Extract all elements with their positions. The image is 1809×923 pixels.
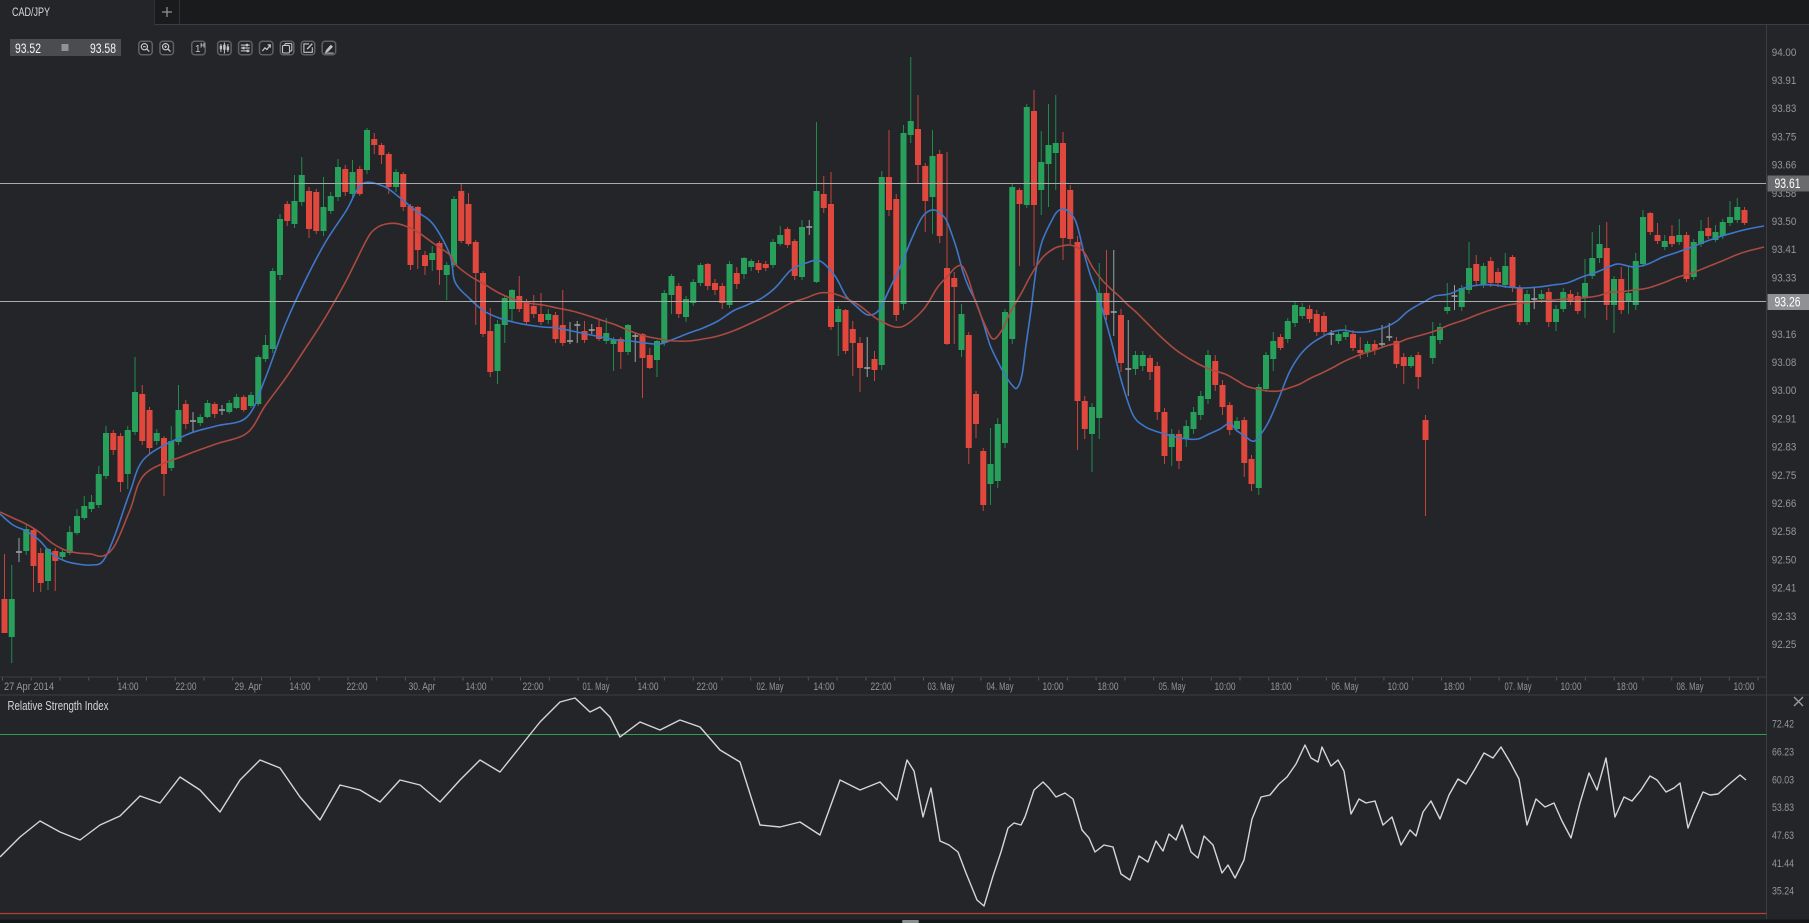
svg-text:92.83: 92.83 bbox=[1772, 442, 1797, 454]
svg-text:93.50: 93.50 bbox=[1772, 216, 1797, 228]
svg-text:92.58: 92.58 bbox=[1772, 526, 1797, 538]
svg-text:10:00: 10:00 bbox=[1561, 681, 1582, 693]
svg-text:30. Apr: 30. Apr bbox=[409, 681, 436, 693]
svg-text:92.66: 92.66 bbox=[1772, 498, 1797, 510]
svg-text:14:00: 14:00 bbox=[814, 681, 835, 693]
svg-text:10:00: 10:00 bbox=[1734, 681, 1755, 693]
svg-text:93.91: 93.91 bbox=[1772, 75, 1797, 87]
svg-text:06. May: 06. May bbox=[1332, 681, 1359, 693]
svg-text:93.08: 93.08 bbox=[1772, 357, 1797, 369]
svg-text:93.16: 93.16 bbox=[1772, 329, 1797, 341]
svg-text:10:00: 10:00 bbox=[1215, 681, 1236, 693]
svg-text:93.33: 93.33 bbox=[1772, 272, 1797, 284]
svg-text:H: H bbox=[200, 42, 205, 49]
svg-text:41.44: 41.44 bbox=[1772, 858, 1794, 870]
svg-text:CAD/JPY: CAD/JPY bbox=[12, 7, 50, 19]
svg-text:18:00: 18:00 bbox=[1617, 681, 1638, 693]
svg-text:93.58: 93.58 bbox=[90, 41, 116, 56]
svg-text:60.03: 60.03 bbox=[1772, 774, 1794, 786]
svg-text:14:00: 14:00 bbox=[638, 681, 659, 693]
svg-text:92.50: 92.50 bbox=[1772, 554, 1797, 566]
svg-text:92.91: 92.91 bbox=[1772, 413, 1797, 425]
svg-text:92.33: 92.33 bbox=[1772, 611, 1797, 623]
svg-text:02. May: 02. May bbox=[757, 681, 784, 693]
svg-text:92.75: 92.75 bbox=[1772, 470, 1797, 482]
svg-text:04. May: 04. May bbox=[987, 681, 1014, 693]
svg-text:08. May: 08. May bbox=[1677, 681, 1704, 693]
svg-text:03. May: 03. May bbox=[928, 681, 955, 693]
svg-text:92.25: 92.25 bbox=[1772, 639, 1797, 651]
svg-text:18:00: 18:00 bbox=[1271, 681, 1292, 693]
svg-text:93.52: 93.52 bbox=[15, 41, 41, 56]
svg-text:53.83: 53.83 bbox=[1772, 802, 1794, 814]
svg-text:27 Apr 2014: 27 Apr 2014 bbox=[4, 681, 54, 693]
svg-text:92.41: 92.41 bbox=[1772, 583, 1797, 595]
svg-text:29. Apr: 29. Apr bbox=[235, 681, 262, 693]
svg-text:14:00: 14:00 bbox=[466, 681, 487, 693]
svg-text:22:00: 22:00 bbox=[871, 681, 892, 693]
svg-text:07. May: 07. May bbox=[1505, 681, 1532, 693]
svg-text:94.00: 94.00 bbox=[1772, 47, 1797, 59]
svg-text:47.63: 47.63 bbox=[1772, 830, 1794, 842]
svg-text:66.23: 66.23 bbox=[1772, 746, 1794, 758]
svg-text:93.26: 93.26 bbox=[1775, 294, 1801, 310]
svg-text:14:00: 14:00 bbox=[290, 681, 311, 693]
svg-text:18:00: 18:00 bbox=[1098, 681, 1119, 693]
svg-text:93.75: 93.75 bbox=[1772, 131, 1797, 143]
svg-text:22:00: 22:00 bbox=[697, 681, 718, 693]
svg-text:93.00: 93.00 bbox=[1772, 385, 1797, 397]
svg-text:1: 1 bbox=[195, 44, 201, 55]
svg-text:18:00: 18:00 bbox=[1444, 681, 1465, 693]
svg-text:05. May: 05. May bbox=[1159, 681, 1186, 693]
svg-text:01. May: 01. May bbox=[583, 681, 610, 693]
svg-text:93.41: 93.41 bbox=[1772, 244, 1797, 256]
svg-text:72.42: 72.42 bbox=[1772, 719, 1794, 731]
svg-text:22:00: 22:00 bbox=[347, 681, 368, 693]
svg-text:22:00: 22:00 bbox=[523, 681, 544, 693]
svg-text:93.61: 93.61 bbox=[1775, 175, 1801, 191]
svg-text:35.24: 35.24 bbox=[1772, 886, 1794, 898]
svg-text:10:00: 10:00 bbox=[1043, 681, 1064, 693]
svg-text:93.83: 93.83 bbox=[1772, 103, 1797, 115]
svg-text:93.66: 93.66 bbox=[1772, 160, 1797, 172]
svg-text:10:00: 10:00 bbox=[1388, 681, 1409, 693]
svg-text:14:00: 14:00 bbox=[118, 681, 139, 693]
svg-text:Relative Strength Index: Relative Strength Index bbox=[8, 698, 109, 713]
svg-text:22:00: 22:00 bbox=[176, 681, 197, 693]
